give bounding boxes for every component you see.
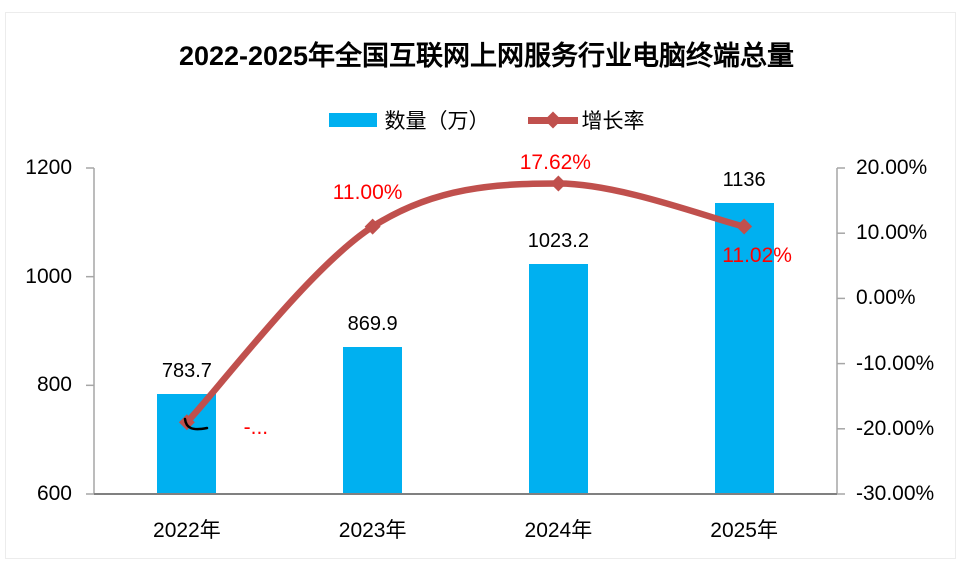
- growth-line: [183, 180, 748, 426]
- chart-title: 2022-2025年全国互联网上网服务行业电脑终端总量: [178, 41, 795, 71]
- right-axis-tick-label: -30.00%: [856, 482, 935, 505]
- right-axis-tick-label: 10.00%: [856, 221, 928, 245]
- bar-value-label: 869.9: [347, 313, 398, 336]
- line-value-label: 11.00%: [332, 180, 403, 204]
- line-value-label: -...: [243, 416, 269, 440]
- x-axis-category-label: 2023年: [338, 519, 407, 542]
- legend: 数量（万） 增长率: [0, 105, 973, 135]
- left-axis-tick-label: 1000: [25, 264, 72, 288]
- left-axis-tick-label: 1200: [25, 156, 72, 179]
- right-axis-tick-label: 0.00%: [856, 286, 916, 310]
- bar-value-label: 1136: [722, 168, 766, 191]
- bar-value-label: 1023.2: [527, 230, 589, 253]
- left-axis-tick-label: 800: [36, 373, 72, 397]
- right-axis-tick-label: -10.00%: [856, 351, 935, 375]
- line-value-label: 11.02%: [722, 243, 792, 267]
- diamond-marker-icon: [364, 218, 381, 235]
- legend-bar-swatch: [328, 113, 377, 127]
- x-axis-category-label: 2024年: [524, 519, 593, 542]
- bar-value-label: 783.7: [161, 360, 212, 383]
- legend-line-label: 增长率: [581, 110, 645, 133]
- bar: [528, 264, 588, 494]
- x-axis-category-label: 2022年: [153, 519, 221, 542]
- x-axis-category-label: 2025年: [710, 519, 778, 542]
- left-axis-tick-label: 600: [36, 482, 72, 505]
- legend-bar-label: 数量（万）: [384, 110, 490, 133]
- legend-line-swatch: [527, 111, 578, 129]
- diamond-marker-icon: [550, 175, 567, 192]
- right-axis-tick-label: -20.00%: [856, 416, 935, 440]
- bar: [157, 394, 217, 494]
- line-value-label: 17.62%: [519, 150, 591, 174]
- right-axis-tick-label: 20.00%: [856, 156, 928, 179]
- bar: [343, 347, 403, 494]
